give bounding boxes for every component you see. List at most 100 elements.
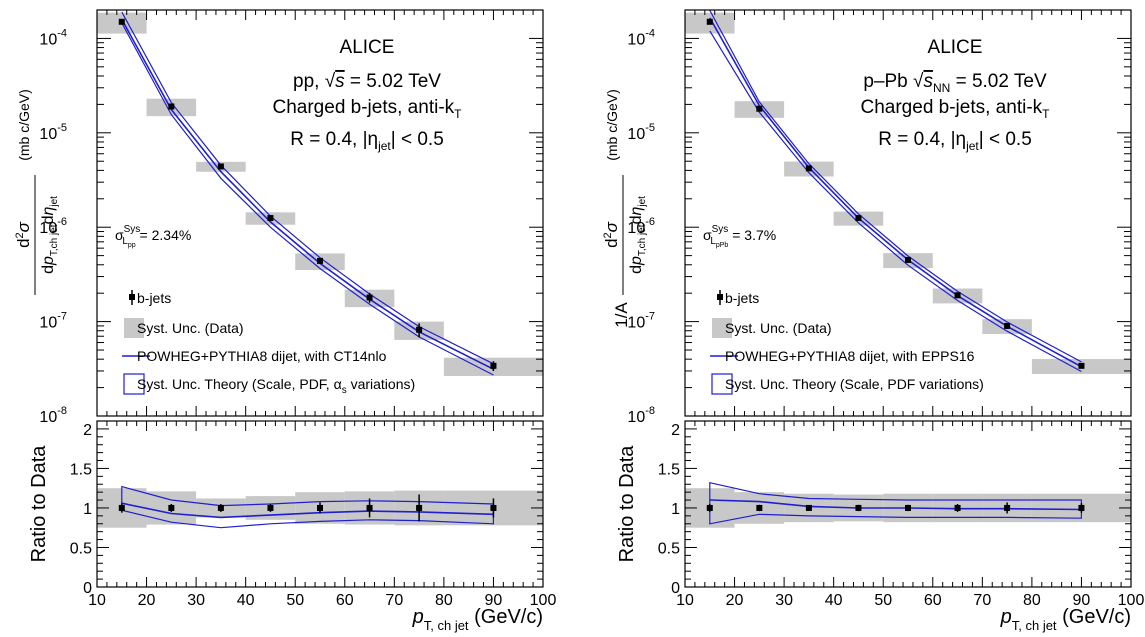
ratio-tick-label: 1 xyxy=(671,501,680,518)
legend-label-sys: Syst. Unc. (Data) xyxy=(725,320,832,336)
data-point-2 xyxy=(168,103,175,110)
ratio-point-3 xyxy=(217,504,224,511)
ratio-tick-label: 2 xyxy=(671,422,680,439)
x-axis-label: pT, ch jet (GeV/c) xyxy=(412,606,543,633)
data-point-1 xyxy=(118,18,125,25)
x-tick-label: 20 xyxy=(138,592,156,609)
data-point-4 xyxy=(855,215,862,222)
jet-definition-label: Charged b-jets, anti-kT xyxy=(861,97,1051,121)
theory-upper-line xyxy=(121,11,494,365)
x-tick-label: 40 xyxy=(237,592,255,609)
y-label-denominator: dpT,ch jetdηjet xyxy=(40,196,60,274)
ratio-point-2 xyxy=(756,504,763,511)
ratio-theory-center xyxy=(121,502,494,519)
x-tick-label: 60 xyxy=(336,592,354,609)
ratio-point-1 xyxy=(118,504,125,511)
ratio-tick-label: 1.5 xyxy=(658,461,680,478)
theory-center-line xyxy=(709,17,1082,368)
x-tick-label: 70 xyxy=(973,592,991,609)
y-tick-label: 10-7 xyxy=(39,311,67,332)
legend-label-theory: POWHEG+PYTHIA8 dijet, with CT14nlo xyxy=(137,348,387,364)
ratio-tick-label: 1 xyxy=(83,501,92,518)
x-tick-label: 60 xyxy=(924,592,942,609)
theory-upper-line xyxy=(709,10,1082,363)
ratio-tick-label: 0 xyxy=(83,580,92,597)
x-tick-label: 90 xyxy=(485,592,503,609)
ratio-point-5 xyxy=(905,504,911,511)
ratio-point-8 xyxy=(490,504,497,511)
legend-marker-data xyxy=(129,294,135,300)
x-tick-label: 40 xyxy=(825,592,843,609)
ratio-point-1 xyxy=(706,504,713,511)
collision-system-label: p–Pb √sNN = 5.02 TeV xyxy=(863,71,1047,95)
jet-radius-label: R = 0.4, |ηjet| < 0.5 xyxy=(290,129,444,153)
data-point-8 xyxy=(490,362,497,369)
data-point-4 xyxy=(267,215,274,222)
theory-center-line xyxy=(121,19,494,370)
ratio-theory-center xyxy=(709,499,1082,511)
x-tick-label: 100 xyxy=(530,592,557,609)
y-axis-label: d2σ dpT,ch jetdηjet (mb c/GeV) xyxy=(14,89,60,295)
ratio-point-3 xyxy=(805,504,812,511)
x-tick-label: 20 xyxy=(726,592,744,609)
x-tick-label: 30 xyxy=(775,592,793,609)
ratio-theory-band xyxy=(709,481,1082,525)
x-tick-label: 80 xyxy=(435,592,453,609)
panel-2: 10-8 10-7 10-6 10-5 10-4 1/A d2σ dpT,ch jetdηje… xyxy=(602,9,1145,633)
ratio-point-5 xyxy=(317,504,323,511)
data-point-6 xyxy=(954,292,961,299)
jet-definition-label: Charged b-jets, anti-kT xyxy=(273,97,463,121)
legend-label-theory-sys: Syst. Unc. Theory (Scale, PDF variations… xyxy=(725,376,984,392)
top-frame xyxy=(96,9,544,417)
y-label-unit: (mb c/GeV) xyxy=(604,89,620,161)
panel-1: 10-8 10-7 10-6 10-5 10-4 d2σ dpT,ch jetdηjet (m… xyxy=(14,9,557,633)
jet-radius-label: R = 0.4, |ηjet| < 0.5 xyxy=(878,129,1032,153)
ratio-point-8 xyxy=(1078,504,1085,511)
ratio-point-7 xyxy=(416,504,423,511)
y-tick-label: 10-8 xyxy=(39,405,67,426)
x-tick-label: 80 xyxy=(1023,592,1041,609)
x-tick-label: 100 xyxy=(1118,592,1145,609)
ratio-tick-label: 0.5 xyxy=(658,540,680,557)
y-tick-label: 10-6 xyxy=(39,216,67,237)
data-point-7 xyxy=(1004,322,1011,329)
theory-lower-line xyxy=(121,22,494,376)
ratio-theory-band xyxy=(121,485,494,529)
y-label-numerator: d2σ xyxy=(14,221,33,248)
legend-label-data: b-jets xyxy=(137,290,171,306)
y-tick-label: 10-5 xyxy=(39,122,67,143)
ratio-point-2 xyxy=(168,504,175,511)
ratio-point-7 xyxy=(1004,504,1011,511)
data-point-1 xyxy=(706,18,713,25)
ratio-axis-label: Ratio to Data xyxy=(28,445,50,563)
legend-marker-theory-sys xyxy=(123,373,145,395)
legend-label-theory-sys: Syst. Unc. Theory (Scale, PDF, αs variat… xyxy=(137,376,415,396)
y-label-numerator: d2σ xyxy=(602,221,621,248)
ratio-tick-label: 2 xyxy=(83,422,92,439)
y-tick-label: 10-4 xyxy=(39,27,67,48)
x-tick-label: 90 xyxy=(1073,592,1091,609)
data-point-3 xyxy=(805,165,812,172)
x-tick-label: 30 xyxy=(187,592,205,609)
x-tick-label: 50 xyxy=(286,592,304,609)
y-label-denominator: dpT,ch jetdηjet xyxy=(628,196,648,274)
y-axis-label: 1/A d2σ dpT,ch jetdηjet (mb c/GeV) xyxy=(602,89,648,328)
data-point-2 xyxy=(756,105,763,112)
ratio-tick-label: 1.5 xyxy=(70,461,92,478)
ratio-point-6 xyxy=(366,504,373,511)
y-label-prefix: 1/A xyxy=(612,302,631,328)
data-point-8 xyxy=(1078,362,1085,369)
ratio-point-4 xyxy=(267,504,274,511)
y-label-unit: (mb c/GeV) xyxy=(16,89,32,161)
ratio-tick-label: 0 xyxy=(671,580,680,597)
legend-marker-sys xyxy=(712,318,732,338)
lumi-uncertainty-label: σSys LpPb = 3.7% xyxy=(703,224,776,249)
data-point-5 xyxy=(317,257,323,264)
experiment-label: ALICE xyxy=(928,37,983,58)
x-axis-label: pT, ch jet (GeV/c) xyxy=(1000,606,1131,633)
ratio-frame xyxy=(96,420,544,588)
y-tick-label: 10-4 xyxy=(627,27,655,48)
theory-lower-line xyxy=(709,30,1082,373)
legend-marker-sys xyxy=(124,318,144,338)
